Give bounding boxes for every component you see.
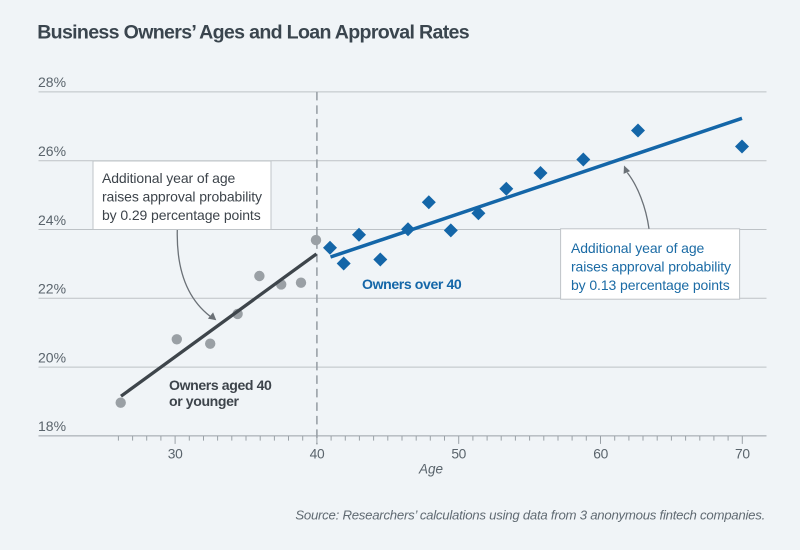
- svg-text:Source: Researchers’ calculati: Source: Researchers’ calculations using …: [295, 508, 765, 523]
- svg-text:50: 50: [451, 446, 466, 461]
- svg-text:60: 60: [593, 446, 608, 461]
- svg-text:Owners over 40: Owners over 40: [362, 276, 462, 292]
- svg-text:Owners aged 40: Owners aged 40: [169, 377, 272, 393]
- svg-text:20%: 20%: [38, 349, 66, 365]
- svg-text:40: 40: [310, 446, 325, 461]
- svg-text:30: 30: [168, 446, 183, 461]
- svg-text:by 0.29 percentage points: by 0.29 percentage points: [102, 207, 261, 223]
- svg-text:28%: 28%: [38, 74, 66, 90]
- svg-text:raises approval probability: raises approval probability: [571, 259, 731, 275]
- svg-text:Additional year of age: Additional year of age: [571, 240, 705, 256]
- svg-text:or younger: or younger: [169, 393, 240, 409]
- svg-text:Additional year of age: Additional year of age: [102, 170, 236, 186]
- svg-text:by 0.13 percentage points: by 0.13 percentage points: [571, 277, 730, 293]
- svg-text:26%: 26%: [38, 143, 66, 159]
- svg-text:70: 70: [735, 446, 750, 461]
- svg-text:18%: 18%: [38, 418, 66, 434]
- svg-text:22%: 22%: [38, 281, 66, 297]
- svg-text:24%: 24%: [38, 212, 66, 228]
- svg-text:raises approval probability: raises approval probability: [102, 189, 262, 205]
- svg-text:Age: Age: [418, 461, 443, 476]
- svg-text:Business Owners’ Ages and Loan: Business Owners’ Ages and Loan Approval …: [37, 22, 470, 44]
